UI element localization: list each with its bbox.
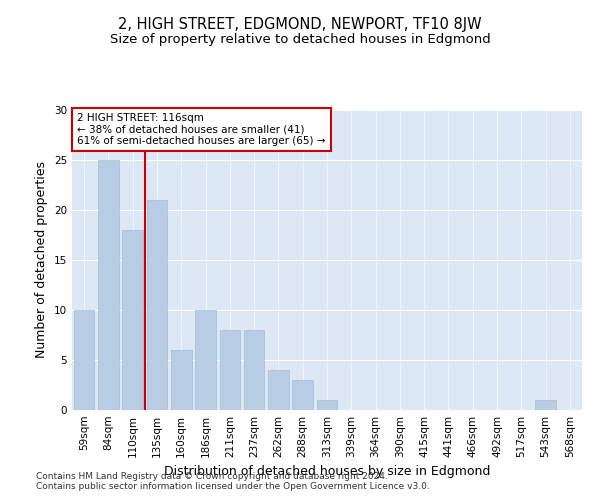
Bar [220, 330, 240, 410]
Bar [146, 200, 167, 410]
Bar [98, 160, 119, 410]
Bar [292, 380, 313, 410]
Bar [74, 310, 94, 410]
Bar [535, 400, 556, 410]
Bar [268, 370, 289, 410]
Y-axis label: Number of detached properties: Number of detached properties [35, 162, 49, 358]
Bar [317, 400, 337, 410]
Bar [122, 230, 143, 410]
Text: 2 HIGH STREET: 116sqm
← 38% of detached houses are smaller (41)
61% of semi-deta: 2 HIGH STREET: 116sqm ← 38% of detached … [77, 113, 326, 146]
Bar [171, 350, 191, 410]
Bar [195, 310, 216, 410]
Bar [244, 330, 265, 410]
X-axis label: Distribution of detached houses by size in Edgmond: Distribution of detached houses by size … [164, 466, 490, 478]
Text: Size of property relative to detached houses in Edgmond: Size of property relative to detached ho… [110, 32, 490, 46]
Text: Contains public sector information licensed under the Open Government Licence v3: Contains public sector information licen… [36, 482, 430, 491]
Text: Contains HM Land Registry data © Crown copyright and database right 2024.: Contains HM Land Registry data © Crown c… [36, 472, 388, 481]
Text: 2, HIGH STREET, EDGMOND, NEWPORT, TF10 8JW: 2, HIGH STREET, EDGMOND, NEWPORT, TF10 8… [118, 18, 482, 32]
